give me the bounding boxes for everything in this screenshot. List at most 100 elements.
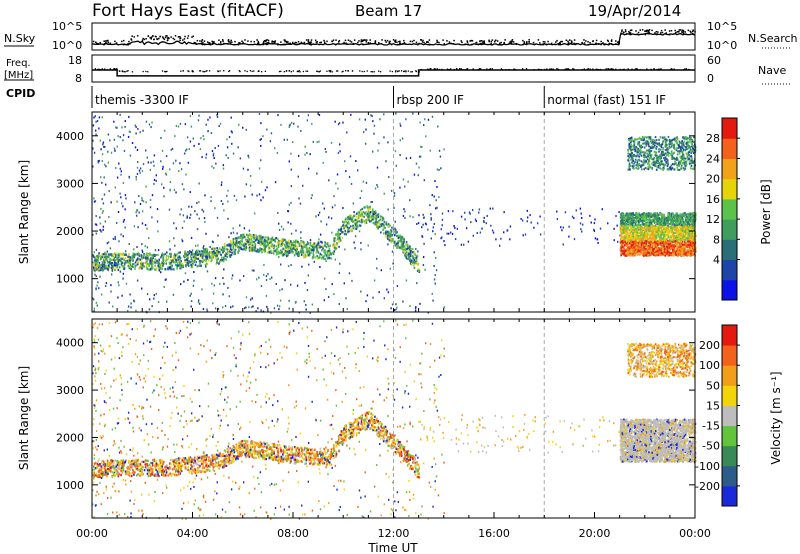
noise-search-point [121,40,123,43]
nave-point [126,70,128,72]
echo-point [136,172,139,175]
echo-point [98,264,101,267]
echo-point [337,238,339,241]
nave-point [688,68,690,71]
echo-point [388,239,391,242]
echo-point [625,234,627,237]
noise-search-point [610,39,613,41]
noise-search-point [511,40,513,43]
nave-point [127,70,129,72]
nave-point [264,70,267,73]
echo-point [627,219,629,222]
echo-point [200,260,203,263]
noise-search-point [421,41,424,43]
echo-point [365,300,367,303]
echo-point [380,215,383,218]
noise-search-point [691,30,694,33]
echo-point [98,268,100,271]
echo-point [324,244,326,248]
noise-search-point [394,41,397,43]
echo-point [102,254,105,258]
echo-point [411,251,414,254]
echo-point [635,213,637,216]
echo-point [290,250,292,253]
nave-point [373,71,375,73]
echo-point [231,251,233,254]
echo-point [371,210,373,213]
nave-point [115,68,117,71]
echo-point [385,221,388,224]
echo-point [221,258,224,262]
noise-search-point [166,35,168,37]
echo-point [288,203,291,206]
noise-search-point [448,41,451,43]
noise-search-point [528,39,530,41]
echo-point [396,234,398,238]
noise-search-point [409,40,412,43]
echo-point [153,182,155,185]
echo-point [258,276,260,279]
echo-point [628,225,631,228]
echo-point [218,260,221,263]
noise-search-point [283,43,286,46]
echo-point [393,206,395,209]
echo-point [435,269,438,272]
echo-point [406,243,409,246]
echo-point [358,220,360,223]
echo-point [110,261,112,264]
echo-point [256,235,259,238]
echo-point [202,210,205,213]
echo-point [423,124,425,127]
echo-point [358,118,361,121]
echo-point [217,307,220,310]
echo-point [360,190,363,193]
echo-point [180,208,182,211]
echo-point [319,266,321,269]
echo-point [397,245,400,249]
echo-point [273,239,276,242]
echo-point [148,253,151,256]
echo-point [174,135,176,138]
echo-point [366,206,369,209]
echo-point [324,253,327,256]
echo-point [316,255,319,258]
echo-point [397,242,400,245]
echo-point [316,141,318,144]
echo-point [360,218,363,221]
echo-point [318,211,321,214]
echo-point [443,306,445,309]
nave-point [479,68,481,70]
echo-point [169,188,171,191]
nave-point [514,68,516,71]
echo-point [113,261,116,264]
echo-point [433,251,435,254]
echo-point [311,245,314,249]
noise-search-point [625,30,627,33]
noise-search-point [331,40,334,43]
echo-point [232,241,235,244]
echo-point [343,160,346,163]
nave-point [104,68,106,70]
echo-point [162,258,165,261]
noise-search-point [481,42,484,44]
echo-point [165,278,167,281]
nave-point [568,68,570,71]
echo-point [127,309,129,312]
echo-point [409,252,412,255]
echo-point [211,165,213,168]
echo-point [104,145,106,148]
echo-point [136,149,139,152]
echo-point [127,305,130,308]
echo-point [196,265,199,268]
echo-point [288,125,291,128]
echo-point [414,309,417,312]
echo-point [338,245,340,248]
echo-point [636,226,639,229]
echo-point [95,266,98,269]
echo-point [124,250,127,253]
echo-point [201,250,203,253]
echo-point [358,215,361,218]
echo-point [253,212,256,215]
noise-search-point [500,41,502,44]
echo-point [429,204,431,207]
